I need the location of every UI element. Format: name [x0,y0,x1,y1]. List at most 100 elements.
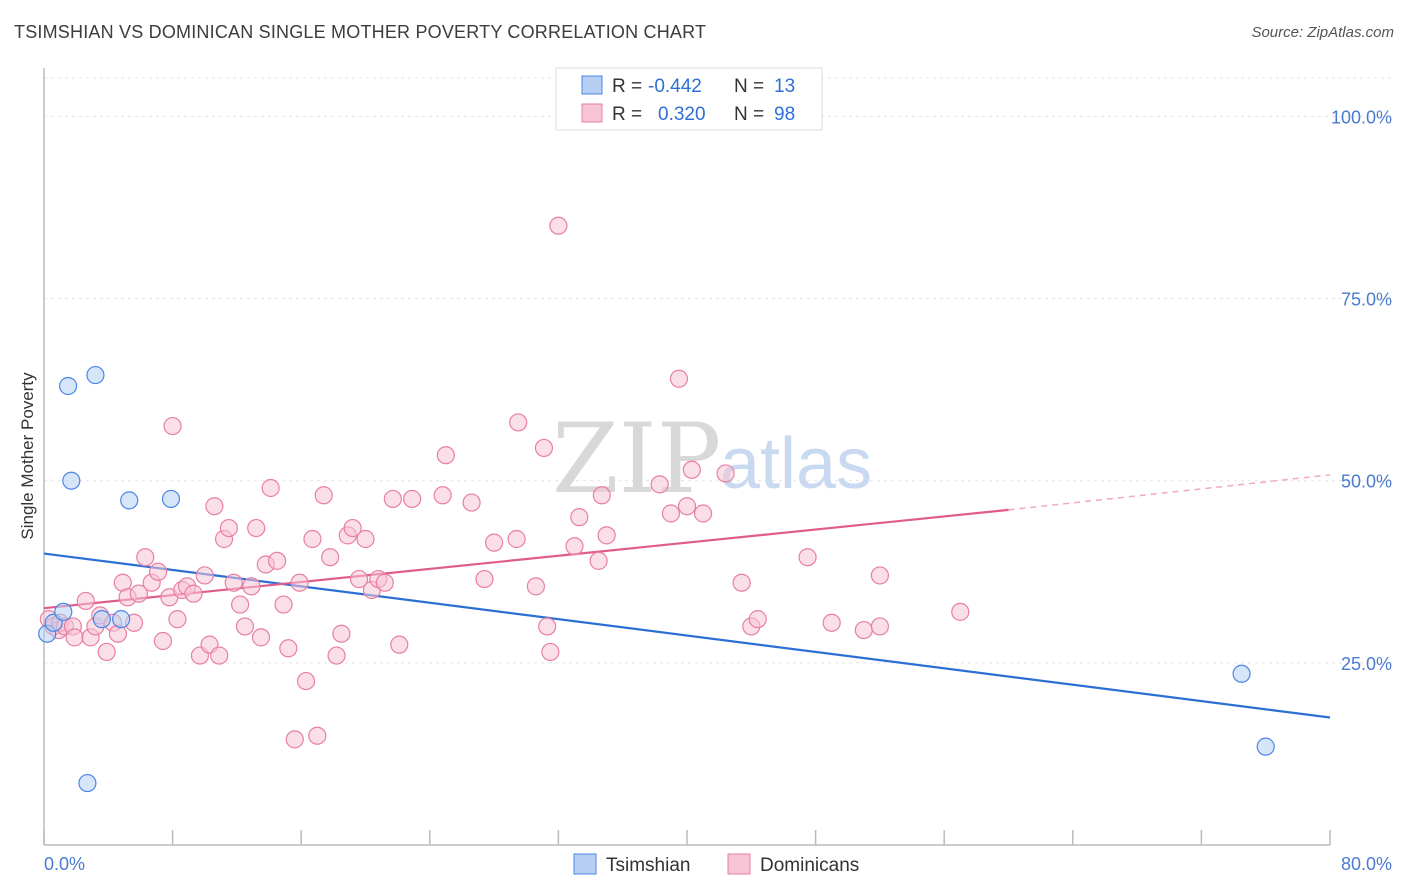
point-dominicans-48 [296,671,316,691]
point-dominicans-64 [403,489,422,509]
legend-r-value-tsimshian: -0.442 [648,76,702,97]
point-dominicans-88 [716,464,735,483]
point-dominicans-78 [570,508,589,527]
point-dominicans-65 [433,486,452,505]
point-dominicans-31 [205,497,224,516]
point-dominicans-93 [822,613,841,632]
x-tick-label-max: 80.0% [1341,854,1392,874]
legend-n-value-dominicans: 98 [774,104,795,125]
point-tsimshian-6 [86,365,105,385]
point-dominicans-73 [534,438,554,458]
legend-n-value-tsimshian: 13 [774,76,795,97]
point-tsimshian-9 [120,491,139,510]
y-tick-labels: 100.0% 75.0% 50.0% 25.0% [1331,107,1392,673]
point-tsimshian-10 [161,489,181,509]
point-dominicans-6 [65,628,84,647]
legend-r-label-tsimshian: R = [612,76,642,97]
point-dominicans-63 [390,635,409,654]
bottom-legend-label-dominicans: Dominicans [760,855,859,876]
point-dominicans-45 [279,639,298,658]
legend-swatch-dominicans [581,103,603,123]
point-dominicans-68 [475,569,494,589]
point-dominicans-37 [235,617,255,636]
point-dominicans-80 [592,486,611,505]
point-dominicans-62 [383,489,402,509]
watermark-atlas: atlas [720,424,872,504]
point-dominicans-52 [321,548,340,567]
y-tick-label-75: 75.0% [1341,290,1392,310]
bottom-legend-swatch-dominicans [727,853,751,875]
point-dominicans-18 [136,548,155,567]
point-dominicans-82 [650,475,669,494]
y-tick-label-25: 25.0% [1341,654,1392,674]
point-dominicans-79 [589,551,608,570]
point-dominicans-44 [274,595,293,614]
point-dominicans-70 [507,529,526,549]
point-dominicans-96 [870,617,890,636]
point-dominicans-21 [153,631,173,651]
y-tick-label-50: 50.0% [1341,472,1392,492]
point-dominicans-92 [798,548,817,567]
point-dominicans-69 [485,533,504,552]
point-dominicans-61 [375,573,394,592]
point-tsimshian-4 [62,471,81,490]
point-dominicans-40 [251,628,271,647]
point-dominicans-76 [549,216,568,235]
legend-n-label-dominicans: N = [734,104,764,125]
x-ticks [43,830,1331,845]
point-dominicans-94 [854,620,873,640]
chart-title: TSIMSHIAN VS DOMINICAN SINGLE MOTHER POV… [14,22,707,42]
point-dominicans-47 [290,573,309,592]
point-dominicans-34 [219,518,238,538]
point-dominicans-85 [677,497,697,516]
point-dominicans-81 [597,526,616,545]
point-dominicans-97 [951,602,970,621]
bottom-legend-label-tsimshian: Tsimshian [606,855,690,876]
point-dominicans-17 [129,584,148,603]
trend-line-dominicans [43,508,1009,610]
point-dominicans-54 [332,624,351,643]
point-dominicans-32 [210,646,229,665]
point-tsimshian-7 [92,610,111,629]
source-label: Source: ZipAtlas.com [1251,24,1394,41]
point-dominicans-27 [184,584,203,603]
point-tsimshian-5 [78,773,97,793]
point-dominicans-56 [343,518,362,538]
gridlines [44,77,1392,664]
bottom-legend-swatch-tsimshian [573,853,597,875]
point-dominicans-91 [748,610,767,629]
watermark-zip: ZIP [552,403,721,515]
x-tick-label-min: 0.0% [44,854,85,874]
point-tsimshian-12 [1256,737,1275,756]
legend-r-value-dominicans: 0.320 [658,104,706,125]
bottom-legend: Tsimshian Dominicans [573,853,859,876]
y-axis-title: Single Mother Poverty [18,372,37,540]
point-dominicans-67 [462,493,481,512]
point-dominicans-36 [231,595,250,614]
point-dominicans-53 [327,646,346,665]
point-dominicans-29 [195,566,214,585]
point-tsimshian-3 [59,376,78,396]
point-dominicans-57 [349,569,369,589]
point-dominicans-51 [314,486,333,505]
point-tsimshian-2 [54,602,73,621]
point-dominicans-74 [538,617,557,636]
point-dominicans-46 [285,730,304,749]
point-dominicans-7 [76,591,95,611]
legend-r-label-dominicans: R = [612,104,642,125]
data-points [38,216,1275,793]
point-dominicans-75 [541,642,560,662]
point-dominicans-84 [669,369,689,388]
point-dominicans-66 [436,446,455,465]
point-dominicans-11 [97,642,116,662]
point-dominicans-77 [565,537,584,556]
point-dominicans-95 [870,566,890,585]
point-dominicans-87 [693,504,713,523]
legend-n-label-tsimshian: N = [734,76,764,97]
point-dominicans-50 [308,726,327,745]
point-dominicans-23 [163,416,182,436]
point-dominicans-24 [168,610,187,629]
point-tsimshian-8 [112,610,131,629]
point-dominicans-43 [267,551,287,570]
point-dominicans-86 [682,460,701,479]
